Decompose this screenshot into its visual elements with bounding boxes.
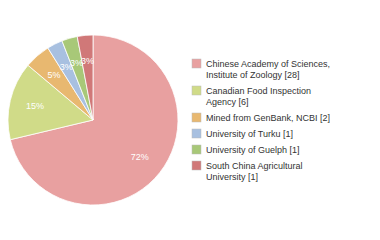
legend-item: Canadian Food InspectionAgency [6] [192,86,311,107]
legend-swatch [192,86,201,95]
data-label: 3% [81,56,94,66]
legend-swatch [192,129,201,138]
legend-label: University of Guelph [1] [206,145,300,155]
legend-label: Mined from GenBank, NCBI [2] [206,113,330,123]
pie-slice [77,35,93,120]
chart-svg: 72%15%5%3%3%3%Chinese Academy of Science… [0,0,380,240]
legend-swatch [192,145,201,154]
legend-swatch [192,113,201,122]
legend-label: University of Turku [1] [206,129,293,139]
data-label: 5% [47,70,60,80]
legend-item: University of Turku [1] [192,129,293,139]
legend-item: Mined from GenBank, NCBI [2] [192,113,330,123]
legend-item: University of Guelph [1] [192,145,300,155]
legend-label: Canadian Food InspectionAgency [6] [206,86,311,107]
pie [8,35,178,205]
legend-item: Chinese Academy of Sciences,Institute of… [192,59,330,80]
data-labels: 72%15%5%3%3%3% [26,56,149,162]
legend-swatch [192,161,201,170]
data-label: 72% [131,152,149,162]
legend-label: Chinese Academy of Sciences,Institute of… [206,59,330,80]
data-label: 15% [26,101,44,111]
legend-swatch [192,59,201,68]
legend-item: South China AgriculturalUniversity [1] [192,161,303,182]
legend: Chinese Academy of Sciences,Institute of… [192,59,330,182]
legend-label: South China AgriculturalUniversity [1] [206,161,303,182]
